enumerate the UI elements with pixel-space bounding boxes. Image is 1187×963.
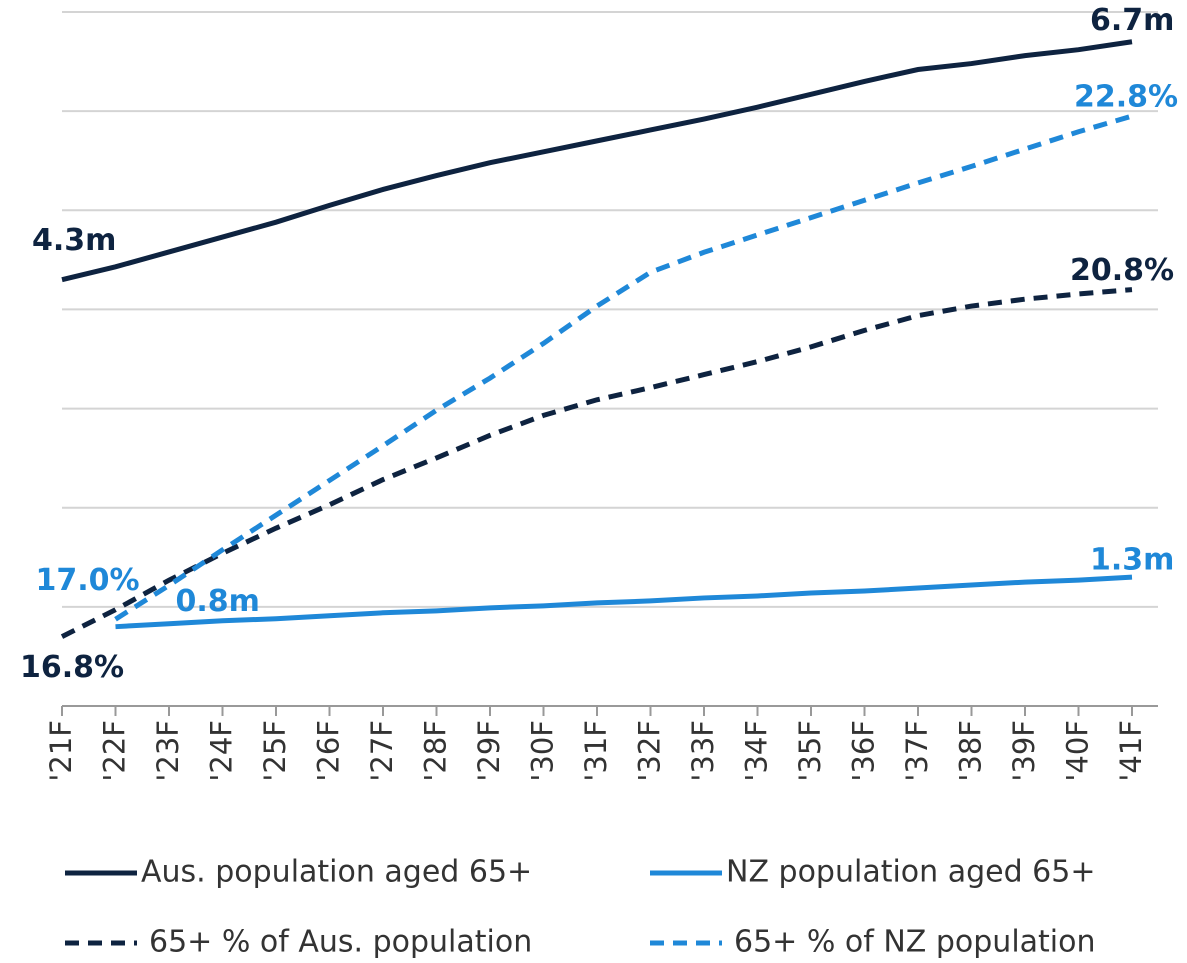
x-tick-label: '30F [526,720,560,782]
x-tick-label: '29F [472,720,506,782]
x-tick-label: '34F [740,720,774,782]
x-tick-label: '26F [312,720,346,782]
data-label: 22.8% [1074,80,1178,115]
x-tick-label: '24F [205,720,239,782]
series-line [61,39,1133,283]
x-tick-label: '23F [151,720,185,782]
data-label: 0.8m [176,584,260,619]
x-tick-label: '37F [900,720,934,782]
series-line [114,113,1133,622]
x-tick-label: '35F [793,720,827,782]
x-tick-label: '31F [579,720,613,782]
x-tick-label: '41F [1114,720,1148,782]
x-tick-label: '28F [419,720,453,782]
x-tick-label: '33F [686,720,720,782]
x-tick-label: '38F [954,720,988,782]
data-label: 6.7m [1090,3,1174,38]
x-tick-label: '32F [633,720,667,782]
x-tick-label: '27F [365,720,399,782]
x-tick-label: '21F [44,720,78,782]
x-tick-label: '25F [258,720,292,782]
data-label: 17.0% [36,563,140,598]
data-label: 16.8% [20,650,124,685]
series-line [60,287,1133,639]
data-label: 1.3m [1090,543,1174,578]
series-line [115,574,1133,630]
data-label: 20.8% [1070,253,1174,288]
x-tick-label: '40F [1061,720,1095,782]
legend-label: 65+ % of NZ population [734,925,1096,960]
legend-label: 65+ % of Aus. population [149,925,532,960]
x-tick-label: '39F [1007,720,1041,782]
legend-label: NZ population aged 65+ [726,855,1095,890]
data-label: 4.3m [32,223,116,258]
x-tick-label: '22F [98,720,132,782]
x-tick-label: '36F [847,720,881,782]
legend-label: Aus. population aged 65+ [141,855,532,890]
